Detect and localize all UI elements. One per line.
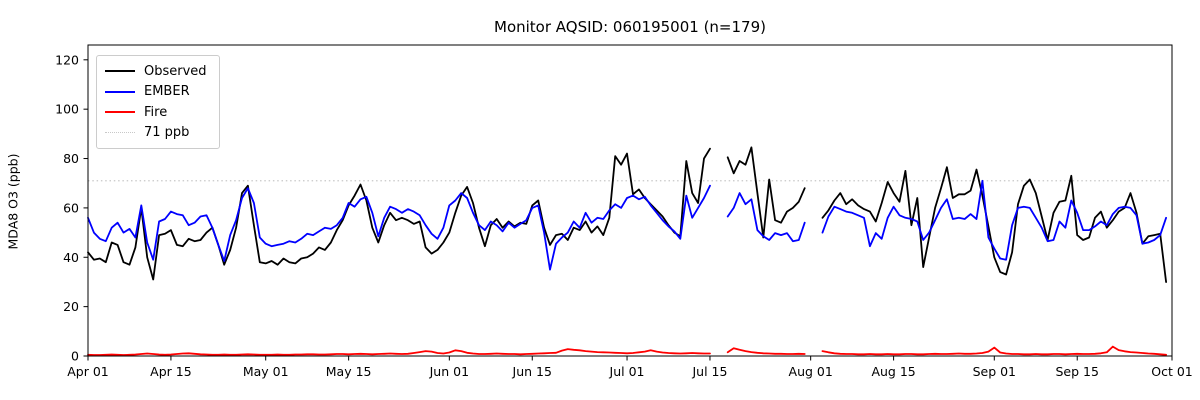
- y-tick-label: 40: [63, 250, 79, 265]
- observed-line-sample: [105, 70, 135, 73]
- legend-label-observed: Observed: [144, 63, 207, 79]
- fire-line-sample: [105, 111, 135, 114]
- y-tick-label: 80: [63, 151, 79, 166]
- x-tick-label: Jun 01: [429, 364, 469, 379]
- y-tick-label: 60: [63, 200, 79, 215]
- series-line-fire: [726, 347, 806, 355]
- legend-row-threshold: 71 ppb: [105, 123, 207, 144]
- series-line-fire: [87, 348, 711, 356]
- y-tick-label: 100: [55, 102, 79, 117]
- series-line-ember: [821, 179, 1167, 261]
- legend-label-ember: EMBER: [144, 84, 190, 100]
- legend-row-observed: Observed: [105, 61, 207, 82]
- x-tick-label: Sep 15: [1055, 364, 1098, 379]
- legend-row-fire: Fire: [105, 102, 207, 123]
- x-tick-label: Aug 01: [789, 364, 833, 379]
- x-tick-label: Jun 15: [512, 364, 552, 379]
- x-tick-label: Apr 01: [67, 364, 109, 379]
- y-axis-label: MDA8 O3 (ppb): [5, 153, 21, 250]
- x-tick-label: Jul 15: [691, 364, 727, 379]
- legend-label-fire: Fire: [144, 104, 168, 120]
- series-line-observed: [87, 147, 711, 281]
- series-line-ember: [87, 184, 711, 271]
- axes-spines: [87, 44, 1173, 357]
- threshold-line-sample: [105, 132, 135, 134]
- x-tick-label: Apr 15: [150, 364, 192, 379]
- x-tick-label: May 01: [243, 364, 289, 379]
- legend-label-threshold: 71 ppb: [144, 125, 190, 141]
- x-tick-label: Sep 01: [973, 364, 1016, 379]
- y-tick-label: 20: [63, 299, 79, 314]
- y-tick-label: 120: [55, 52, 79, 67]
- x-tick-label: Aug 15: [871, 364, 915, 379]
- legend-row-ember: EMBER: [105, 82, 207, 103]
- chart-title: Monitor AQSID: 060195001 (n=179): [494, 18, 766, 36]
- series-line-observed: [821, 166, 1167, 283]
- y-tick-label: 0: [71, 349, 79, 364]
- ember-line-sample: [105, 90, 135, 93]
- series-line-fire: [821, 345, 1167, 356]
- series-line-ember: [726, 192, 806, 243]
- series-line-observed: [726, 146, 806, 239]
- legend: Observed EMBER Fire 71 ppb: [96, 55, 220, 149]
- x-tick-label: Oct 01: [1151, 364, 1193, 379]
- x-tick-label: May 15: [326, 364, 372, 379]
- x-tick-label: Jul 01: [609, 364, 645, 379]
